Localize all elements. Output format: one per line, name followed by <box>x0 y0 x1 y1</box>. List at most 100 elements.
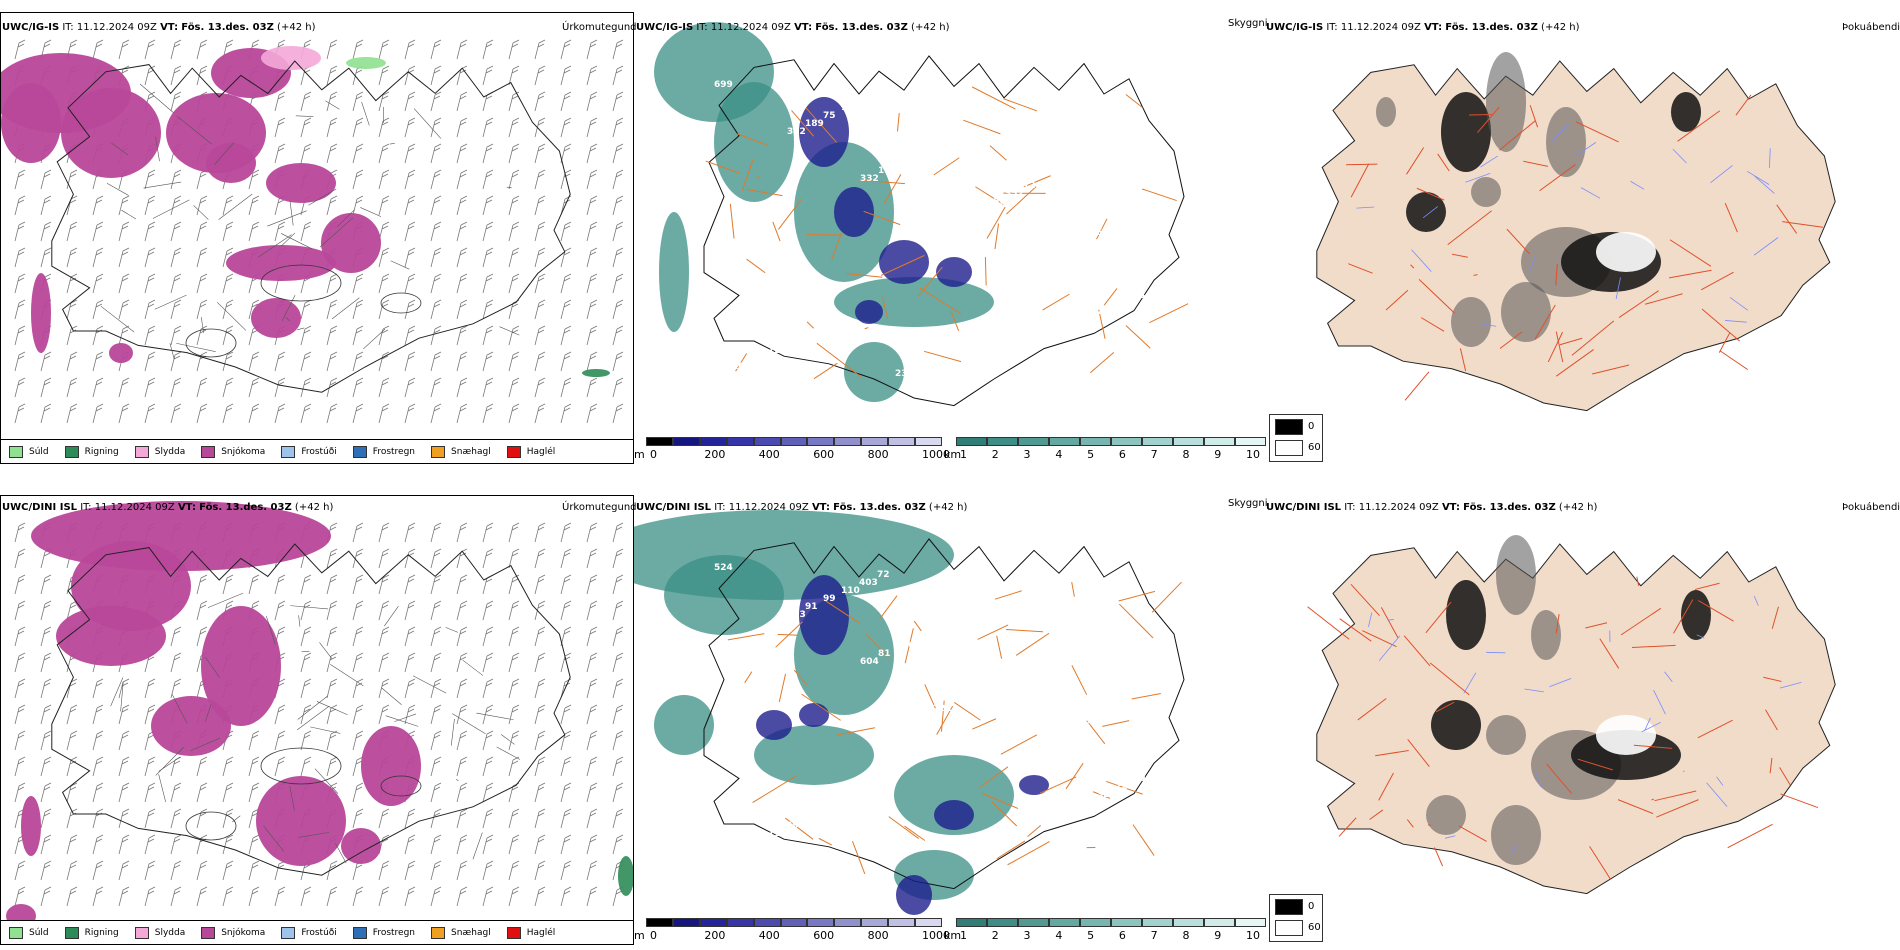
visibility-value: 87 <box>1060 727 1073 737</box>
wind-barb <box>300 704 312 725</box>
visibility-value: 113 <box>1079 315 1098 325</box>
road-line <box>1350 583 1380 617</box>
colorbar-segment <box>1049 437 1080 446</box>
wind-barb <box>274 403 286 424</box>
wind-barb <box>586 117 598 138</box>
wind-barb <box>586 403 598 424</box>
visibility-value: 75 <box>823 111 836 121</box>
wind-barb <box>534 351 546 372</box>
visibility-panel-row1: 699 312 332 281 332 113 105 189 117 110 426 248 111 7… <box>634 12 1264 464</box>
colorbar-tick: 4 <box>1055 929 1063 942</box>
road-line <box>746 258 766 274</box>
wind-barb <box>612 808 624 829</box>
wind-barb <box>222 351 234 372</box>
wind-barb <box>170 195 182 216</box>
wind-barb <box>222 860 234 881</box>
low-visibility-area <box>664 555 784 635</box>
colorbar-tick: 8 <box>1182 448 1190 461</box>
wind-barb <box>196 860 208 881</box>
wind-barb <box>482 195 494 216</box>
wind-barb <box>612 351 624 372</box>
wind-barb <box>482 65 494 86</box>
fog-legend-high-swatch <box>1275 419 1303 435</box>
wind-barb <box>248 756 260 777</box>
colorbar-segment <box>753 437 781 446</box>
wind-barb <box>508 860 520 881</box>
colorbar-tick: 0 <box>650 929 657 942</box>
precip-title-row1: Úrkomutegund <box>562 22 637 33</box>
wind-barb <box>222 782 234 803</box>
wind-barb <box>326 65 338 86</box>
wind-barb <box>274 221 286 242</box>
wind-barb <box>40 730 52 751</box>
visibility-value: 39 <box>877 87 890 97</box>
river-line <box>1486 651 1506 654</box>
wind-barb <box>14 626 26 647</box>
road-line <box>1071 581 1075 597</box>
snow-area <box>109 343 133 363</box>
wind-barb <box>612 169 624 190</box>
wind-barb <box>14 403 26 424</box>
wind-barb <box>534 574 546 595</box>
wind-barb <box>40 782 52 803</box>
visibility-value: 393 <box>786 821 805 831</box>
wind-barb <box>300 351 312 372</box>
wind-barb <box>66 860 78 881</box>
wind-barb <box>508 247 520 268</box>
legend-swatch <box>281 446 296 458</box>
road-line <box>1406 819 1414 828</box>
legend-swatch <box>431 927 446 939</box>
wind-barb <box>534 169 546 190</box>
colorbar-tick: 400 <box>758 448 780 461</box>
wind-barb <box>352 325 364 346</box>
wind-barb <box>118 299 130 320</box>
road-line <box>977 624 1009 640</box>
road-line <box>218 193 253 220</box>
river-line <box>1524 688 1544 693</box>
low-visibility-area <box>834 277 994 327</box>
wind-barb <box>586 299 598 320</box>
wind-barb <box>144 377 156 398</box>
wind-barb <box>586 377 598 398</box>
road-line <box>933 157 960 176</box>
wind-barb <box>66 169 78 190</box>
wind-barb <box>14 860 26 881</box>
wind-barb <box>248 169 260 190</box>
road-line <box>1473 274 1478 276</box>
wind-barb <box>430 351 442 372</box>
wind-barb <box>300 626 312 647</box>
road-line <box>456 778 459 782</box>
road-line <box>989 145 1007 161</box>
road-line <box>296 705 330 731</box>
visibility-value: 604 <box>860 657 879 667</box>
legend-label: Snæhagl <box>451 928 491 938</box>
legend-label: Snæhagl <box>451 447 491 457</box>
legend-item-snjókoma: Snjókoma <box>201 927 265 939</box>
wind-barb <box>40 678 52 699</box>
wind-barb <box>612 377 624 398</box>
wind-barb <box>66 886 78 907</box>
wind-barb <box>482 860 494 881</box>
fog-legend-high-swatch <box>1275 899 1303 915</box>
wind-barb <box>170 39 182 60</box>
colorbar-tick: 8 <box>1182 929 1190 942</box>
road-line <box>1656 799 1699 818</box>
wind-barb <box>170 678 182 699</box>
wind-barb <box>144 65 156 86</box>
road-line <box>791 110 815 137</box>
road-line <box>106 182 129 196</box>
wind-barb <box>92 299 104 320</box>
wind-barb <box>404 860 416 881</box>
model-name: UWC/DINI ISL <box>2 502 78 513</box>
wind-barb <box>248 860 260 881</box>
wind-barb <box>534 626 546 647</box>
vt-label: VT: <box>177 502 196 513</box>
visibility-value: 352 <box>1005 189 1024 199</box>
wind-barb <box>14 221 26 242</box>
river-line <box>1696 634 1705 639</box>
colorbar-segment <box>1049 918 1080 927</box>
fog-map-row2 <box>1307 535 1836 895</box>
wind-barb <box>170 169 182 190</box>
wind-barb <box>222 886 234 907</box>
wind-barb <box>612 756 624 777</box>
